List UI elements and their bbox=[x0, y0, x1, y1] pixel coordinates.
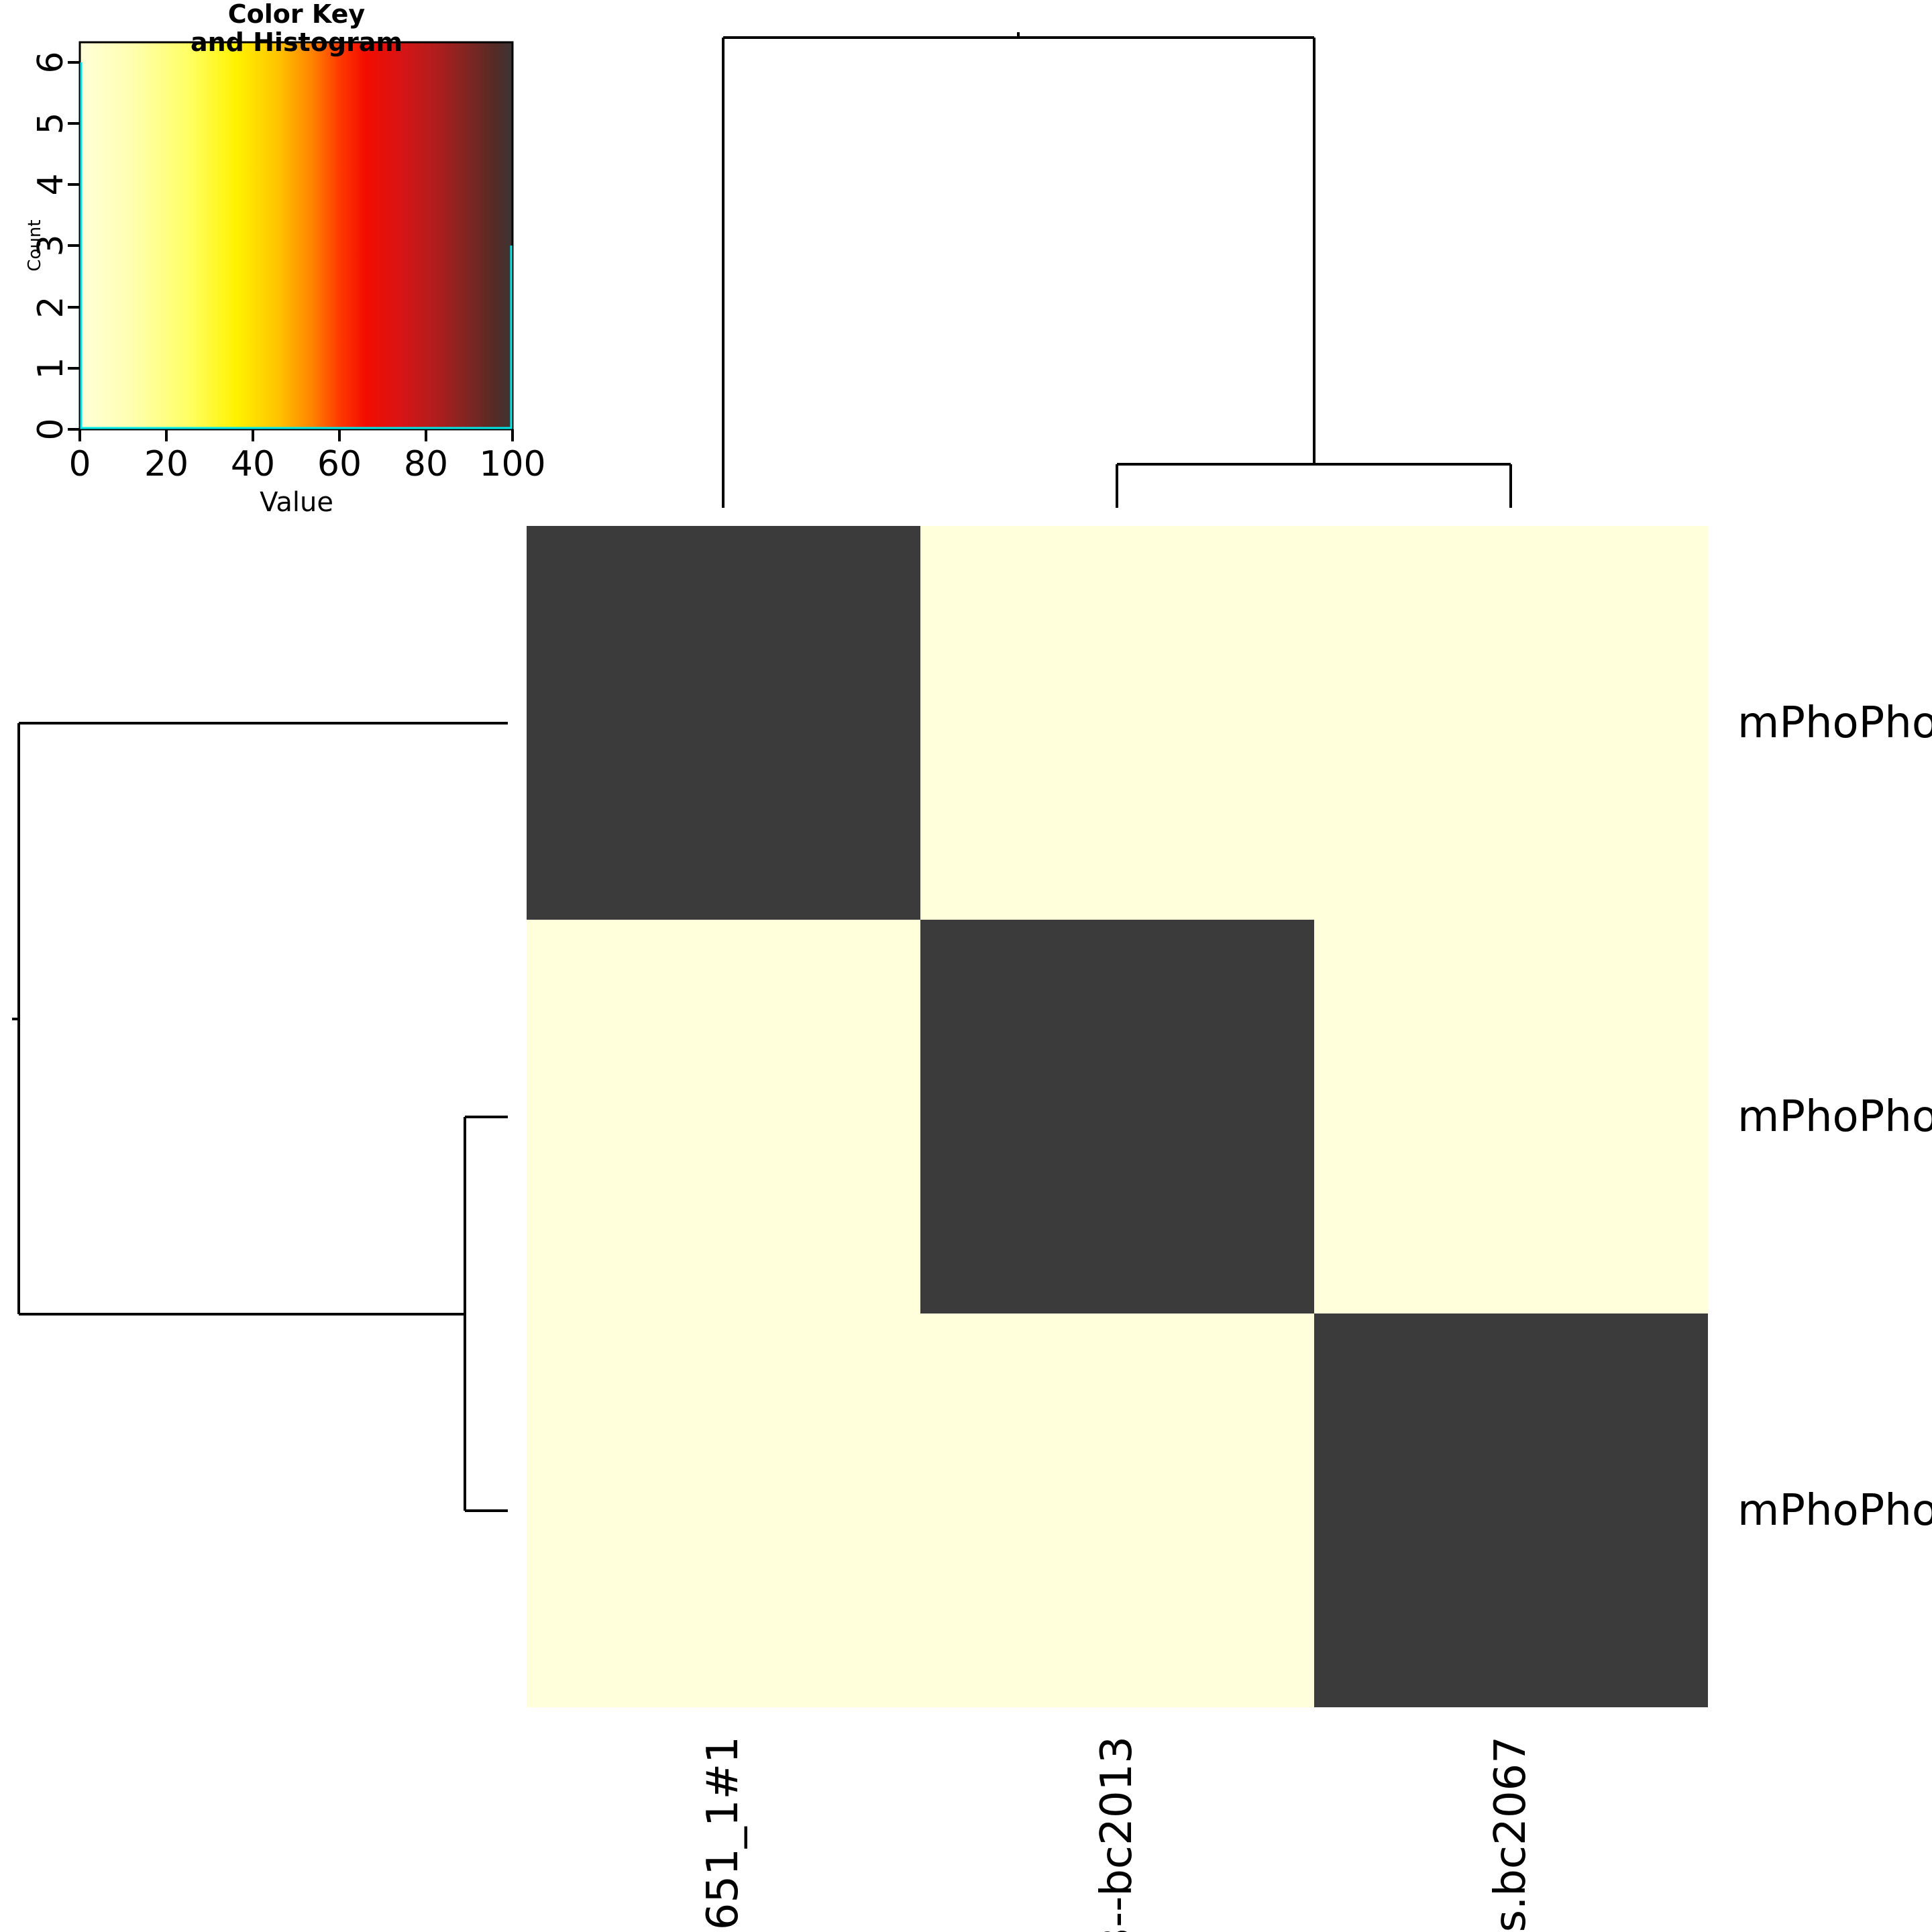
key-x-tick-0: 0 bbox=[68, 444, 91, 484]
row-label-3: mPhoPho bbox=[1737, 1486, 1932, 1536]
heatmap-cell-r3c1 bbox=[527, 1313, 920, 1707]
color-key-title-line1: Color Key bbox=[227, 0, 366, 29]
key-x-tick-60: 60 bbox=[317, 444, 362, 484]
key-y-tick-2: 2 bbox=[31, 296, 71, 319]
heatmap-cell-r1c3 bbox=[1314, 526, 1708, 920]
heatmap-cell-r3c2 bbox=[920, 1313, 1314, 1707]
key-y-tick-5: 5 bbox=[31, 112, 71, 135]
color-key-swatch bbox=[78, 41, 514, 431]
color-key-histogram-trace bbox=[80, 62, 513, 429]
heatmap-cell-r3c3 bbox=[1314, 1313, 1708, 1707]
key-x-axis-label: Value bbox=[260, 487, 333, 518]
key-y-axis-label: Count bbox=[25, 219, 45, 272]
color-key-title-line2: and Histogram bbox=[190, 28, 403, 57]
key-x-tick-40: 40 bbox=[230, 444, 276, 484]
heatmap-cell-r1c2 bbox=[920, 526, 1314, 920]
heatmap-cell-r1c1 bbox=[527, 526, 920, 920]
heatmap-cell-r2c3 bbox=[1314, 920, 1708, 1313]
key-x-tick-20: 20 bbox=[144, 444, 189, 484]
heatmap-cell-r2c2 bbox=[920, 920, 1314, 1313]
key-x-tick-80: 80 bbox=[403, 444, 449, 484]
row-label-1: mPhoPho bbox=[1737, 698, 1932, 748]
column-label-1: 5651_1#1 bbox=[698, 1736, 748, 1932]
key-y-tick-1: 1 bbox=[31, 357, 71, 380]
column-label-3: cs.bc2067 bbox=[1486, 1736, 1536, 1932]
column-label-2: 3--bc2013 bbox=[1092, 1736, 1142, 1932]
key-y-tick-4: 4 bbox=[31, 173, 71, 196]
heatmap-cell-r2c1 bbox=[527, 920, 920, 1313]
row-label-2: mPhoPho bbox=[1737, 1092, 1932, 1142]
color-key-axis-ticks bbox=[68, 61, 514, 441]
key-y-tick-0: 0 bbox=[31, 418, 71, 441]
key-x-tick-100: 100 bbox=[479, 444, 546, 484]
row-dendrogram bbox=[12, 722, 508, 1512]
column-dendrogram bbox=[722, 32, 1512, 508]
key-y-tick-6: 6 bbox=[31, 51, 71, 74]
